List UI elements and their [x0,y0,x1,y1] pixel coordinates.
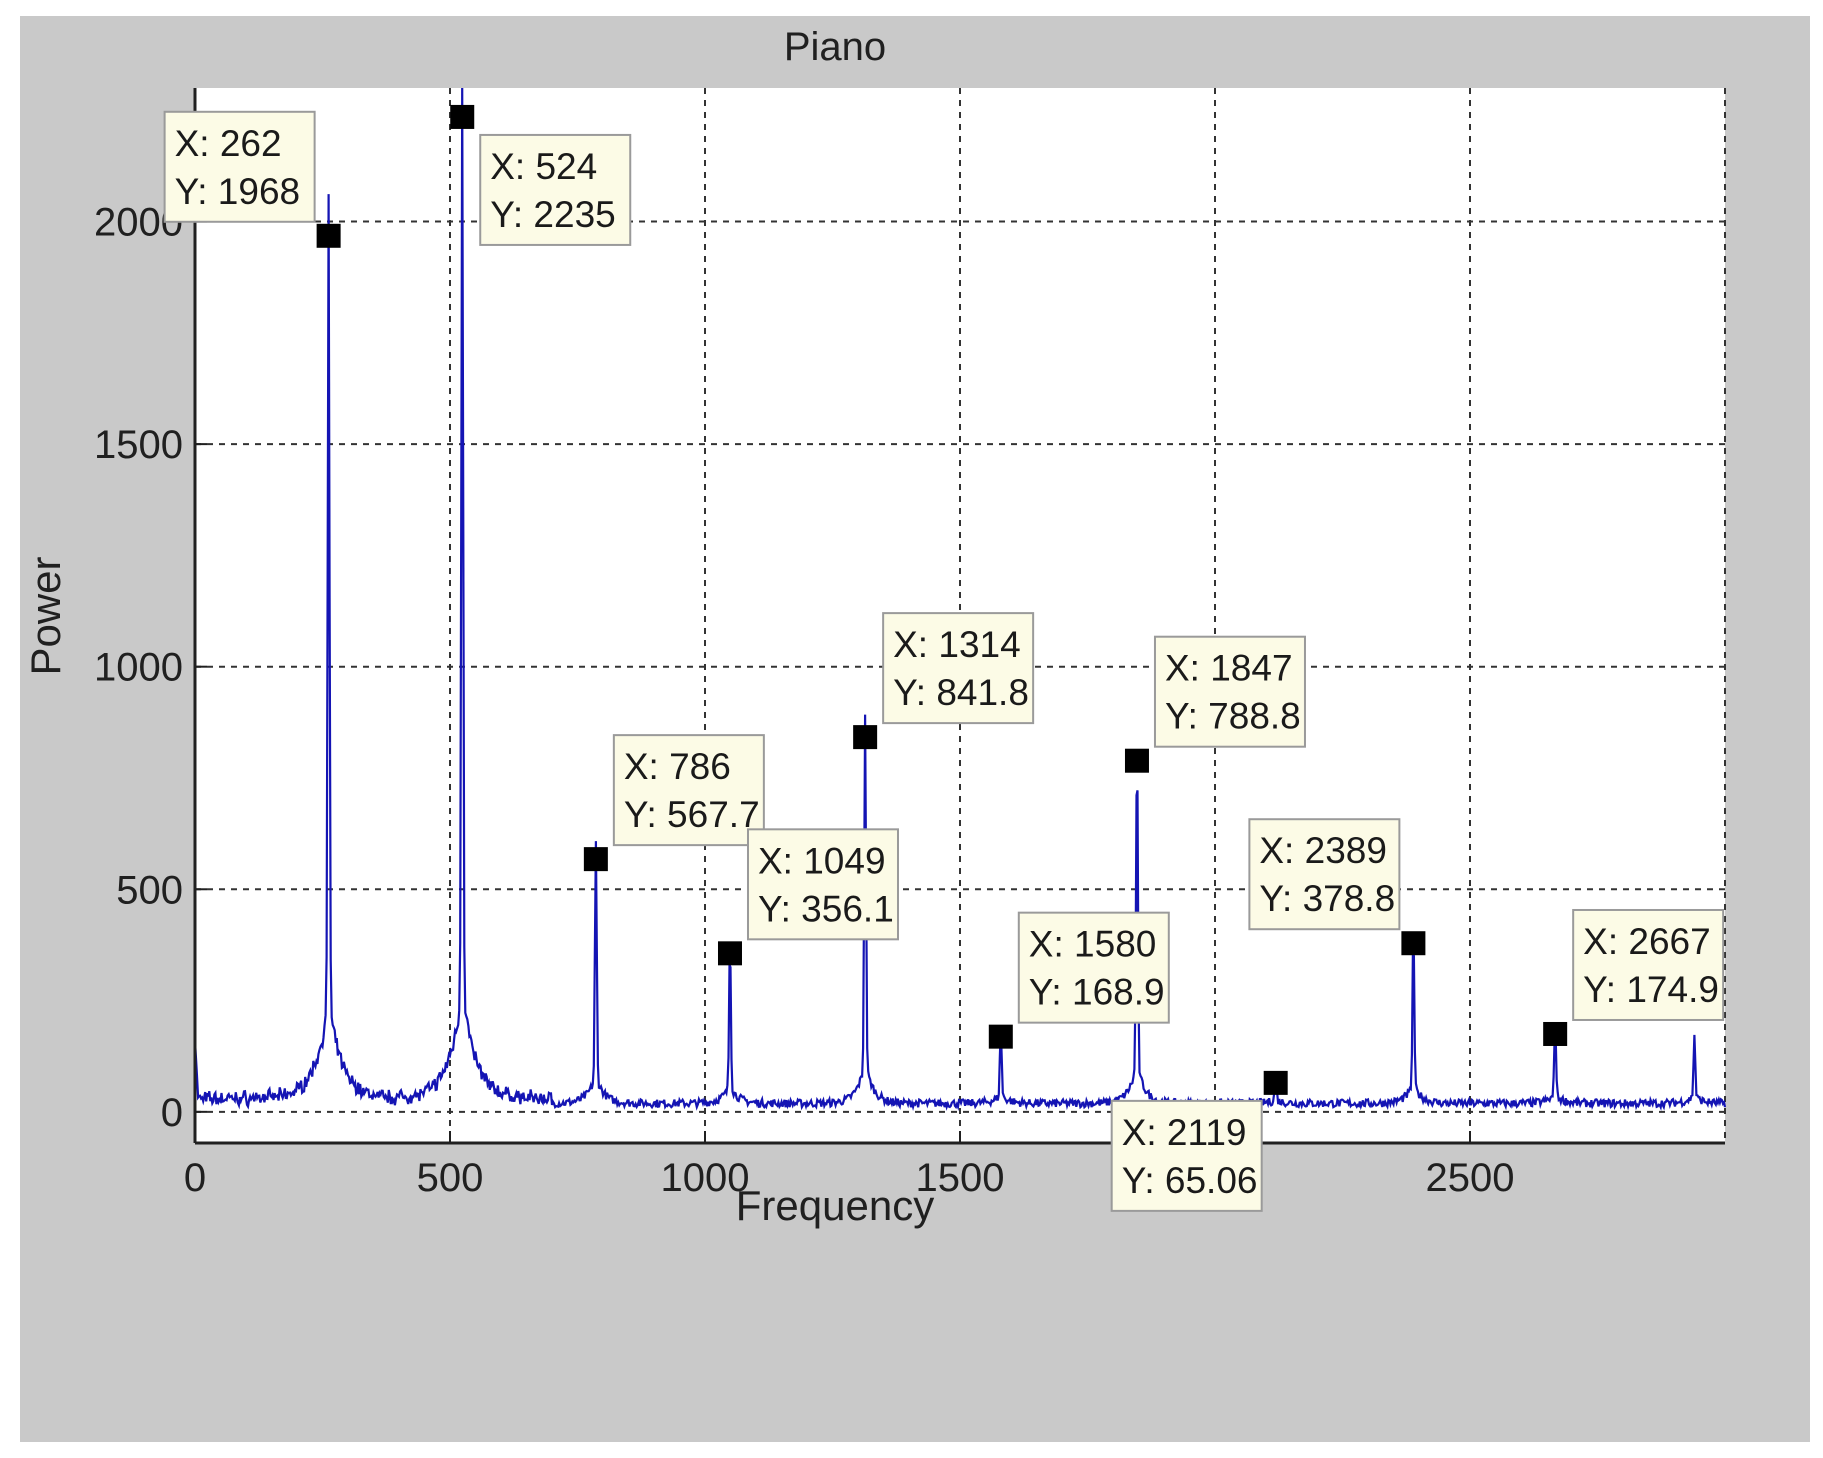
datatip-y-text: Y: 841.8 [893,672,1029,713]
datatip-x-text: X: 1580 [1029,924,1157,965]
datatip-marker [316,223,341,248]
y-axis-label: Power [22,556,69,675]
datatip-marker [450,104,475,129]
datatip-x-text: X: 1314 [893,624,1021,665]
datatip-y-text: Y: 567.7 [624,794,760,835]
spectrum-line [193,87,1727,1112]
datatip-box [1248,818,1401,931]
datatip-x-text: X: 1847 [1165,648,1293,689]
datatip-y-text: Y: 1968 [175,171,301,212]
datatip-box [479,133,632,246]
datatip-x-text: X: 2667 [1583,921,1711,962]
chart-title: Piano [784,25,886,69]
x-axis-label: Frequency [736,1182,934,1229]
datatip-box [746,828,899,941]
y-tick-label: 1000 [94,646,183,690]
y-tick-label: 1500 [94,423,183,467]
datatip-box [882,612,1035,725]
datatip-x-text: X: 262 [175,123,282,164]
datatip-marker [988,1024,1013,1049]
datatip-marker [1124,748,1149,773]
datatip-box [1572,908,1725,1021]
datatip-box [1017,911,1170,1024]
datatip-box [163,110,316,223]
datatip-marker [1263,1070,1288,1095]
x-tick-label: 500 [417,1156,484,1200]
x-tick-label: 0 [184,1156,206,1200]
datatip-y-text: Y: 65.06 [1122,1160,1258,1201]
datatip-marker [1543,1021,1568,1046]
datatip-markers [316,104,1568,1095]
datatip-box [1110,1099,1263,1212]
series-layer [193,87,1727,1112]
datatips: X: 262 Y: 1968 X: 524 Y: 2235 X: 786 Y: 567.7… [163,110,1725,1212]
datatip-x-text: X: 524 [490,146,597,187]
x-tick-label: 2500 [1426,1156,1515,1200]
datatip-y-text: Y: 788.8 [1165,696,1301,737]
datatip-marker [583,847,608,872]
datatip-marker [1401,931,1426,956]
y-tick-label: 500 [116,868,183,912]
datatip-x-text: X: 786 [624,746,731,787]
datatip-x-text: X: 2119 [1122,1112,1247,1153]
figure-window: Piano 0 500 1000 1500 2500 0 500 1000 1500 2000 X… [20,16,1810,1442]
datatip-y-text: Y: 356.1 [758,888,894,929]
x-tick-label: 1000 [661,1156,750,1200]
datatip-box [612,734,765,847]
datatip-y-text: Y: 168.9 [1029,972,1165,1013]
datatip-y-text: Y: 174.9 [1583,969,1719,1010]
datatip-x-text: X: 2389 [1259,830,1387,871]
datatip-marker [853,725,878,750]
datatip-y-text: Y: 2235 [490,194,616,235]
datatip-y-text: Y: 378.8 [1259,878,1395,919]
x-tick-label: 1500 [916,1156,1005,1200]
datatip-marker [717,941,742,966]
datatip-x-text: X: 1049 [758,840,886,881]
datatip-box [1153,635,1306,748]
y-tick-label: 0 [161,1091,183,1135]
